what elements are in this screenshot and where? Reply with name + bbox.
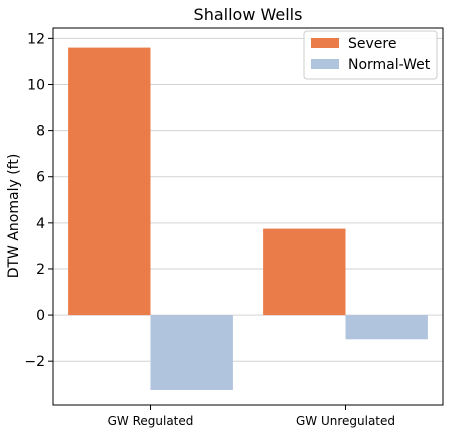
y-tick-label: 6 <box>36 170 45 186</box>
legend[interactable]: Severe Normal-Wet <box>304 31 437 79</box>
bar-severe-gw-unregulated[interactable] <box>263 229 345 315</box>
bars <box>68 48 428 390</box>
legend-swatch-severe <box>311 38 339 48</box>
y-tick-label: 0 <box>36 308 45 324</box>
chart-title: Shallow Wells <box>194 5 303 24</box>
bar-severe-gw-regulated[interactable] <box>68 48 150 315</box>
y-tick-label: −2 <box>24 354 45 370</box>
bar-normal-wet-gw-regulated[interactable] <box>151 315 233 390</box>
y-tick-label: 10 <box>27 77 45 93</box>
y-axis-label: DTW Anomaly (ft) <box>6 154 22 279</box>
y-tick-label: 2 <box>36 262 45 278</box>
legend-label-severe: Severe <box>348 36 396 52</box>
x-axis: GW Regulated GW Unregulated <box>108 405 395 428</box>
legend-label-normal-wet: Normal-Wet <box>348 57 431 73</box>
bar-normal-wet-gw-unregulated[interactable] <box>346 315 428 339</box>
y-tick-label: 8 <box>36 124 45 140</box>
y-tick-label: 4 <box>36 216 45 232</box>
legend-swatch-normal-wet <box>311 59 339 69</box>
y-tick-label: 12 <box>27 31 45 47</box>
y-axis: −2 0 2 4 6 8 10 12 <box>24 31 53 370</box>
x-tick-label: GW Unregulated <box>296 414 395 428</box>
x-tick-label: GW Regulated <box>108 414 194 428</box>
